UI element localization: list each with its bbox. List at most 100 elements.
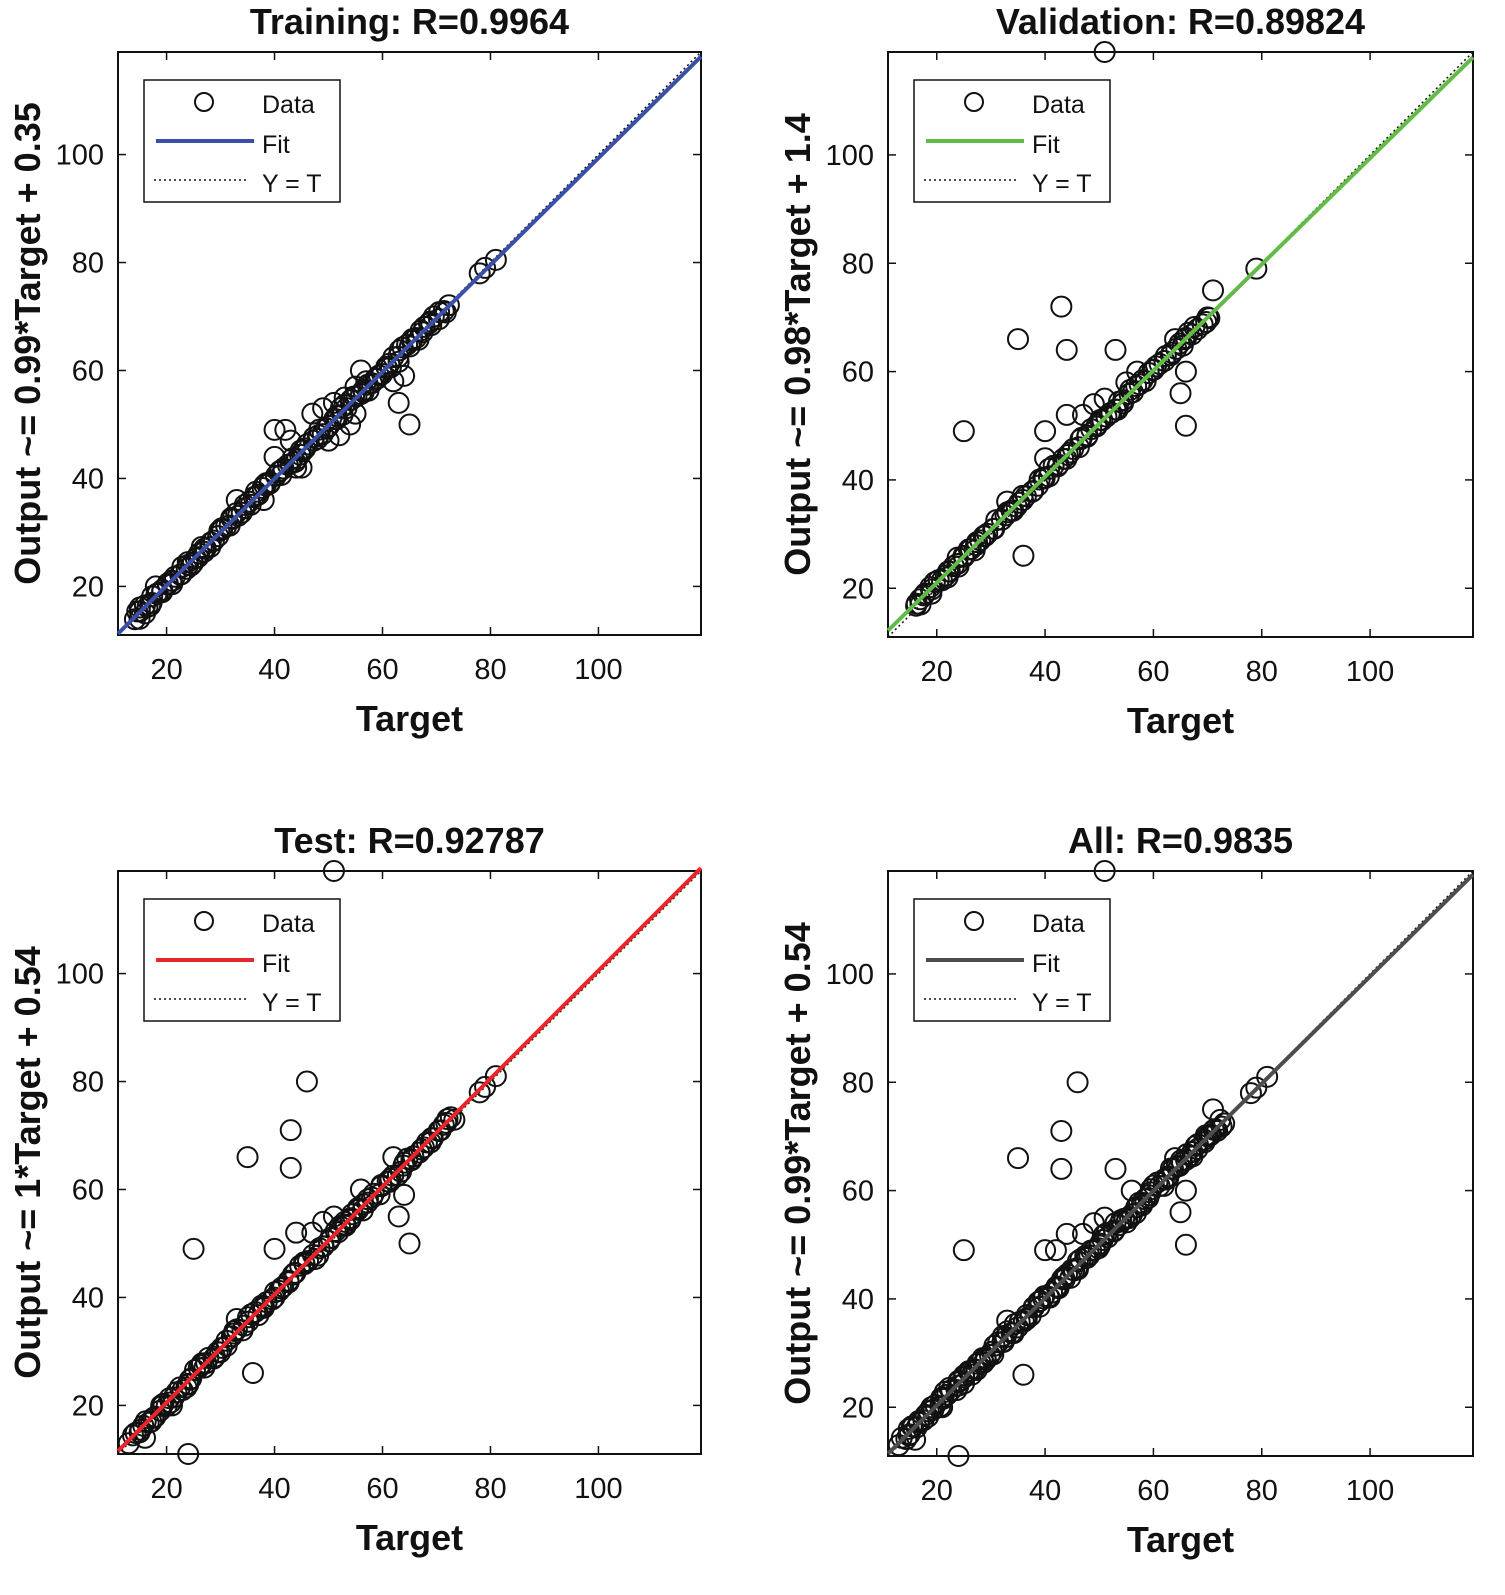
data-point: [387, 1205, 410, 1228]
chart-title: Training: R=0.9964: [250, 1, 569, 42]
data-point: [947, 1374, 970, 1397]
x-tick-label: 60: [366, 654, 398, 686]
data-point: [227, 504, 250, 527]
y-tick-label: 40: [842, 1284, 874, 1316]
y-tick-label: 80: [72, 248, 104, 280]
y-tick-label: 60: [72, 1174, 104, 1206]
data-point: [947, 555, 970, 578]
data-point: [468, 262, 491, 285]
data-point: [225, 1308, 248, 1331]
y-tick-label: 100: [826, 959, 874, 991]
data-point: [193, 537, 216, 560]
legend-entry-label: Fit: [262, 131, 290, 159]
data-point: [1050, 1120, 1073, 1142]
data-point: [322, 860, 345, 882]
plot-area: [886, 860, 1475, 1467]
data-point: [421, 1127, 444, 1150]
legend: Data Fit Y = T: [143, 79, 341, 203]
data-point: [1174, 414, 1197, 437]
axes-box: [887, 870, 1474, 1457]
data-point: [439, 1106, 462, 1129]
data-point: [237, 1306, 260, 1329]
data-point: [1093, 860, 1116, 882]
data-point: [322, 1205, 345, 1228]
data-point: [1239, 1082, 1262, 1105]
x-tick-label: 60: [1137, 656, 1169, 688]
data-point: [263, 418, 286, 441]
panel-1: 20 40 60 80 100 20 40 60 80 100 Validation: R=0.89…: [777, 1, 1475, 741]
fit-line: [116, 55, 703, 636]
data-point: [1055, 338, 1078, 361]
data-point: [920, 1396, 943, 1419]
y-tick-label: 60: [72, 355, 104, 387]
legend: Data Fit Y = T: [143, 898, 341, 1022]
data-point: [1120, 1179, 1143, 1202]
fit-line: [886, 55, 1475, 633]
data-point: [1007, 1147, 1029, 1170]
data-point: [1082, 1212, 1105, 1235]
data-point: [1082, 393, 1105, 416]
data-point: [963, 539, 986, 562]
data-point: [1202, 279, 1224, 302]
data-point: [1055, 403, 1078, 426]
panel-0: 20 40 60 80 100 20 40 60 80 100 Training: R=0.9964…: [7, 1, 703, 739]
x-axis-label: Target: [1127, 700, 1234, 741]
data-point: [1148, 352, 1171, 375]
data-point: [920, 582, 943, 605]
data-point: [432, 1113, 455, 1136]
data-point: [333, 1210, 356, 1233]
data-point: [312, 397, 335, 420]
data-point: [420, 314, 443, 337]
data-point: [387, 391, 410, 414]
legend-data-marker: [964, 911, 984, 931]
legend-entry-label: Data: [262, 91, 315, 119]
data-point: [279, 1119, 302, 1142]
x-tick-label: 20: [150, 1473, 182, 1505]
plot-area: [886, 41, 1475, 638]
y-tick-label: 40: [72, 1282, 104, 1314]
x-axis-label: Target: [356, 698, 463, 739]
x-tick-label: 20: [921, 1475, 953, 1507]
legend-entry-label: Data: [1032, 91, 1085, 119]
y-tick-label: 20: [72, 1390, 104, 1422]
y-axis-label: Output ~= 0.99*Target + 0.54: [777, 922, 818, 1405]
x-tick-label: 80: [474, 1473, 506, 1505]
axes-box: [887, 51, 1474, 638]
x-tick-label: 60: [1137, 1475, 1169, 1507]
legend-entry-label: Y = T: [1032, 170, 1092, 198]
x-tick-label: 60: [366, 1473, 398, 1505]
data-point: [312, 1210, 335, 1233]
data-point: [184, 1359, 207, 1382]
data-point: [1034, 1239, 1057, 1262]
legend-data-marker: [964, 92, 984, 112]
data-point: [301, 402, 324, 425]
data-point: [382, 1146, 405, 1169]
chart-title: Validation: R=0.89824: [996, 1, 1365, 42]
data-point: [952, 1239, 975, 1262]
data-point: [199, 531, 222, 554]
data-point: [177, 1443, 200, 1465]
data-point: [1093, 1206, 1116, 1229]
data-point: [432, 299, 455, 322]
data-point: [1050, 1157, 1073, 1180]
data-point: [295, 1070, 318, 1093]
chart-title: Test: R=0.92787: [274, 820, 545, 861]
data-point: [349, 359, 372, 382]
y-tick-label: 60: [842, 1176, 874, 1208]
data-point: [474, 1075, 497, 1098]
data-point: [182, 1237, 205, 1260]
data-point: [177, 1372, 200, 1395]
data-point: [1055, 1222, 1078, 1245]
data-point: [1104, 398, 1127, 421]
y-tick-label: 20: [842, 1392, 874, 1424]
y-tick-label: 20: [842, 573, 874, 605]
data-point: [263, 445, 286, 468]
data-point: [947, 1445, 970, 1467]
legend-data-marker: [194, 911, 214, 931]
data-point: [1104, 1212, 1127, 1235]
data-point: [1169, 1201, 1192, 1224]
data-point: [1044, 1239, 1067, 1262]
legend-entry-label: Y = T: [1032, 989, 1092, 1017]
x-tick-label: 80: [1246, 656, 1278, 688]
